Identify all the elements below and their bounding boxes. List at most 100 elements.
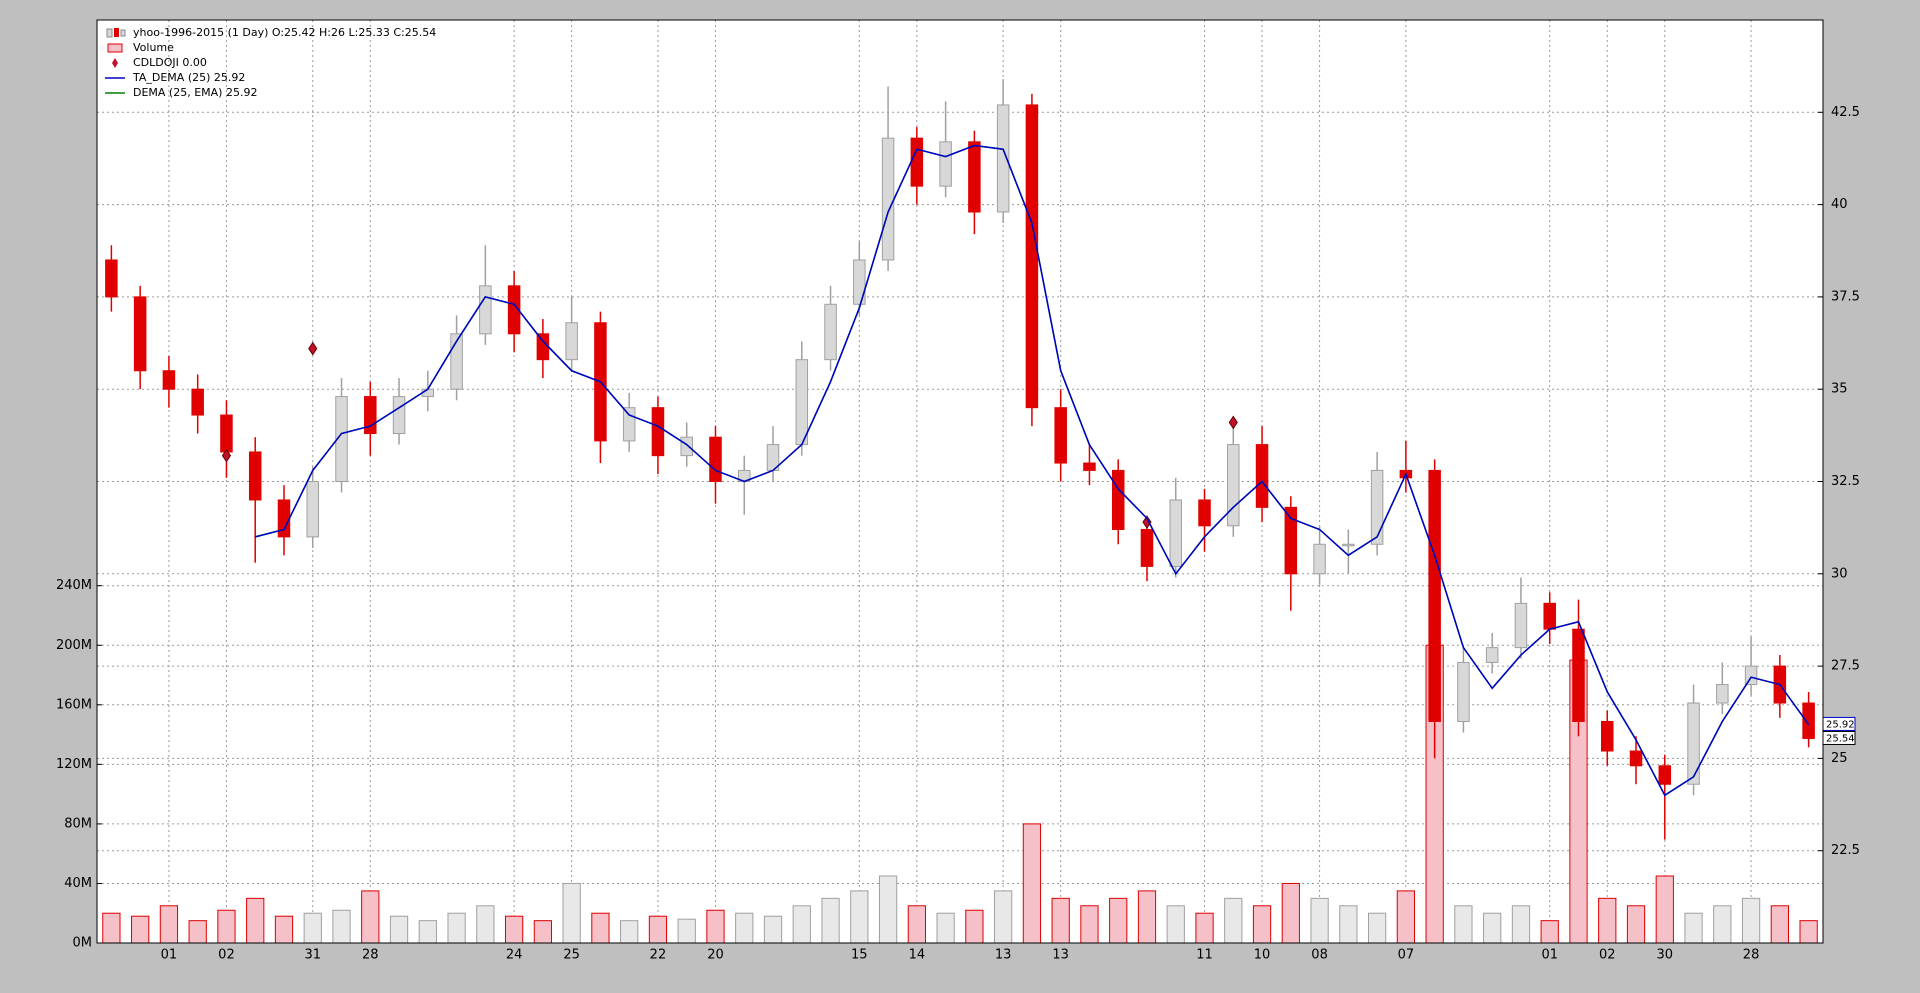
candle-body — [306, 481, 320, 538]
volume-tick-label: 120M — [56, 757, 92, 772]
candle-body — [1744, 665, 1758, 686]
volume-tick-label: 160M — [56, 697, 92, 712]
volume-bar — [994, 890, 1013, 944]
candle-body — [565, 322, 578, 361]
volume-tick-label: 80M — [64, 816, 92, 831]
volume-bar — [217, 909, 236, 944]
legend-swatch — [107, 43, 123, 53]
volume-bar — [735, 912, 754, 944]
value-tag: 25.54 — [1826, 733, 1855, 744]
indicator-line — [255, 144, 1810, 797]
volume-bar — [447, 912, 466, 944]
y-tick-label: 40 — [1831, 197, 1848, 212]
x-tick-label: 10 — [1254, 948, 1271, 963]
volume-bar — [1281, 882, 1300, 944]
candle-body — [1342, 543, 1355, 547]
candle-body — [1543, 602, 1556, 630]
x-tick-label: 30 — [1657, 948, 1674, 963]
volume-bar — [361, 890, 380, 944]
legend-label: Volume — [133, 41, 174, 54]
volume-bar — [562, 882, 581, 944]
candle-body — [479, 285, 492, 335]
volume-bar — [1339, 905, 1358, 944]
volume-bar — [706, 909, 725, 944]
doji-marker — [221, 448, 232, 463]
volume-bar — [504, 915, 524, 944]
candle-body — [1485, 647, 1499, 663]
candle-body — [392, 396, 406, 435]
volume-bar — [1224, 897, 1243, 944]
x-tick-label: 28 — [362, 948, 379, 963]
x-tick-label: 08 — [1311, 948, 1328, 963]
x-tick-label: 15 — [851, 948, 868, 963]
candle-body — [1025, 104, 1039, 409]
volume-bar — [1051, 897, 1070, 944]
candle-body — [1457, 661, 1470, 722]
y-tick-label: 42.5 — [1831, 105, 1860, 120]
volume-bar — [1022, 823, 1042, 944]
volume-bar — [1195, 912, 1214, 944]
volume-bar — [1483, 912, 1502, 944]
candle-body — [1514, 602, 1528, 649]
volume-bar — [677, 918, 696, 944]
x-tick-label: 01 — [161, 948, 178, 963]
volume-bar — [476, 905, 495, 944]
candle-body — [1054, 407, 1067, 464]
candle-body — [1802, 702, 1815, 739]
volume-bar — [131, 915, 150, 944]
candle-body — [421, 388, 435, 398]
y-tick-label: 25 — [1831, 751, 1848, 766]
legend-label: TA_DEMA (25) 25.92 — [132, 71, 245, 84]
volume-bar — [188, 920, 207, 944]
candle-body — [507, 285, 521, 335]
candle-body — [622, 407, 636, 442]
candle-body — [105, 259, 118, 298]
candle-body — [910, 137, 924, 187]
x-tick-label: 02 — [218, 948, 235, 963]
value-tag: 25.92 — [1826, 719, 1855, 730]
volume-bar — [907, 905, 926, 944]
volume-bar — [850, 890, 869, 944]
y-tick-label: 27.5 — [1831, 659, 1860, 674]
volume-bar — [792, 905, 811, 944]
x-tick-label: 24 — [506, 948, 523, 963]
candle-body — [853, 259, 866, 305]
volume-bar — [1540, 920, 1559, 944]
volume-bar — [1770, 905, 1789, 944]
candle-body — [335, 396, 348, 483]
y-tick-label: 35 — [1831, 382, 1848, 397]
plot-frame — [96, 19, 1824, 944]
volume-bar — [936, 912, 955, 944]
legend-swatch — [120, 29, 126, 37]
candle-body — [939, 141, 952, 187]
volume-bar — [821, 897, 840, 944]
volume-bar — [274, 915, 294, 944]
volume-bar — [648, 915, 668, 944]
volume-bar — [965, 909, 984, 944]
candle-body — [1083, 462, 1096, 471]
volume-bar — [389, 915, 409, 944]
y-tick-label: 30 — [1831, 566, 1848, 581]
legend-swatch — [114, 28, 119, 37]
doji-marker — [1142, 515, 1152, 530]
candle-body — [709, 436, 722, 483]
volume-bar — [1626, 905, 1646, 944]
doji-marker — [308, 341, 318, 356]
x-tick-label: 02 — [1599, 948, 1616, 963]
candle-body — [1227, 444, 1240, 527]
volume-bar — [1598, 897, 1617, 944]
volume-tick-label: 240M — [56, 578, 92, 593]
volume-bar — [418, 920, 437, 944]
candle-body — [1629, 750, 1643, 767]
volume-bar — [1511, 905, 1531, 944]
candle-body — [133, 296, 147, 372]
y-tick-label: 22.5 — [1831, 843, 1860, 858]
x-tick-label: 01 — [1541, 948, 1558, 963]
legend-label: DEMA (25, EMA) 25.92 — [133, 86, 257, 99]
candle-body — [1169, 499, 1183, 567]
candle-body — [1313, 543, 1326, 575]
candle-body — [795, 359, 809, 446]
volume-tick-label: 40M — [64, 876, 92, 891]
candle-body — [536, 333, 550, 361]
x-tick-label: 13 — [995, 948, 1012, 963]
